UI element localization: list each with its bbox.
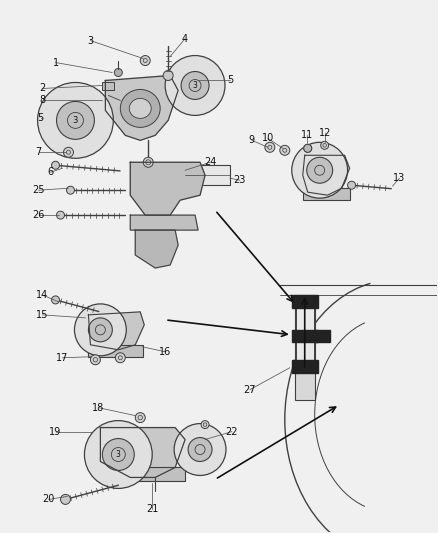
Text: 7: 7	[35, 147, 42, 157]
Circle shape	[292, 142, 348, 198]
Text: 22: 22	[226, 426, 238, 437]
Polygon shape	[130, 215, 198, 230]
Text: 14: 14	[36, 290, 49, 300]
Circle shape	[64, 147, 74, 157]
Polygon shape	[130, 162, 205, 215]
Circle shape	[57, 101, 95, 139]
Circle shape	[143, 157, 153, 167]
Text: 20: 20	[42, 495, 55, 504]
Text: 3: 3	[116, 450, 121, 459]
Bar	[185, 165, 230, 185]
Circle shape	[304, 144, 312, 152]
Polygon shape	[303, 155, 350, 195]
Circle shape	[114, 69, 122, 77]
Text: 1: 1	[53, 58, 59, 68]
Text: 2: 2	[39, 84, 46, 93]
Circle shape	[67, 186, 74, 194]
Circle shape	[60, 495, 71, 504]
Circle shape	[181, 71, 209, 100]
Bar	[296, 342, 314, 360]
Circle shape	[321, 141, 328, 149]
Ellipse shape	[129, 99, 151, 118]
Polygon shape	[135, 230, 178, 268]
Text: 21: 21	[146, 504, 159, 514]
Bar	[295, 295, 314, 400]
Text: 27: 27	[244, 385, 256, 394]
Circle shape	[90, 355, 100, 365]
Polygon shape	[292, 295, 318, 308]
Polygon shape	[88, 312, 144, 350]
Circle shape	[52, 161, 60, 169]
Circle shape	[52, 296, 60, 304]
Text: 15: 15	[36, 310, 49, 320]
Text: 5: 5	[227, 76, 233, 85]
Bar	[296, 308, 314, 330]
Bar	[102, 83, 114, 91]
Polygon shape	[106, 76, 178, 140]
Circle shape	[88, 318, 112, 342]
Circle shape	[174, 424, 226, 475]
Text: 13: 13	[393, 173, 406, 183]
Polygon shape	[100, 427, 185, 478]
Polygon shape	[292, 360, 318, 373]
Text: 4: 4	[182, 34, 188, 44]
Polygon shape	[314, 330, 330, 342]
Text: 16: 16	[159, 347, 171, 357]
Text: 9: 9	[249, 135, 255, 146]
Text: 26: 26	[32, 210, 45, 220]
Text: 6: 6	[47, 167, 53, 177]
Bar	[88, 345, 143, 357]
Text: 24: 24	[204, 157, 216, 167]
Text: 11: 11	[300, 131, 313, 140]
Circle shape	[115, 353, 125, 363]
Circle shape	[38, 83, 113, 158]
Polygon shape	[292, 330, 318, 342]
Text: 3: 3	[87, 36, 93, 46]
Circle shape	[201, 421, 209, 429]
Circle shape	[57, 211, 64, 219]
Circle shape	[265, 142, 275, 152]
Circle shape	[304, 144, 312, 152]
Circle shape	[280, 146, 290, 155]
Text: 3: 3	[193, 81, 198, 90]
Text: 23: 23	[234, 175, 246, 185]
Text: 19: 19	[49, 426, 62, 437]
Circle shape	[74, 304, 126, 356]
Circle shape	[348, 181, 356, 189]
Text: 10: 10	[262, 133, 274, 143]
Circle shape	[165, 55, 225, 116]
Circle shape	[102, 439, 134, 471]
Text: 8: 8	[39, 95, 46, 106]
Text: 12: 12	[318, 128, 331, 139]
Text: 5: 5	[37, 114, 44, 123]
Circle shape	[85, 421, 152, 488]
Bar	[303, 188, 350, 200]
Text: 18: 18	[92, 402, 105, 413]
Circle shape	[135, 413, 145, 423]
Bar	[100, 467, 185, 481]
Circle shape	[307, 157, 332, 183]
Text: 25: 25	[32, 185, 45, 195]
Ellipse shape	[120, 90, 160, 127]
Text: 3: 3	[73, 116, 78, 125]
Text: 17: 17	[57, 353, 69, 363]
Circle shape	[140, 55, 150, 66]
Circle shape	[188, 438, 212, 462]
Circle shape	[163, 70, 173, 80]
